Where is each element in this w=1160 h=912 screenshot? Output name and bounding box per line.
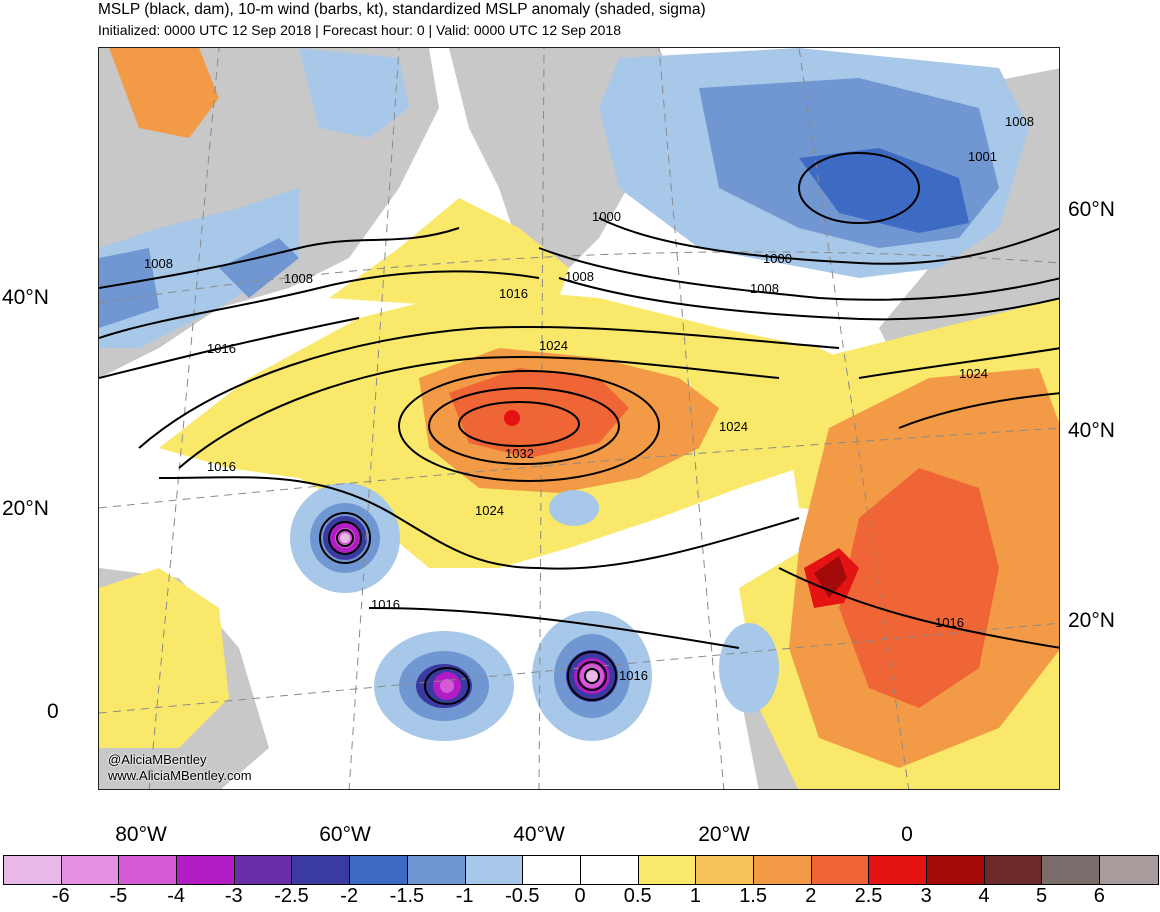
lon-label-0: 0 xyxy=(901,823,913,846)
colorbar-swatch xyxy=(696,856,754,884)
lon-label-40w: 40°W xyxy=(513,823,565,846)
lon-label-20w: 20°W xyxy=(698,823,750,846)
map-title: MSLP (black, dam), 10-m wind (barbs, kt)… xyxy=(98,1,706,18)
colorbar-tick-label: 2 xyxy=(805,885,817,907)
svg-text:1016: 1016 xyxy=(499,286,528,301)
svg-text:1008: 1008 xyxy=(1005,114,1034,129)
map-subtitle: Initialized: 0000 UTC 12 Sep 2018 | Fore… xyxy=(98,22,621,38)
colorbar-swatch xyxy=(638,856,697,884)
anomaly-colorbar xyxy=(3,855,1159,885)
colorbar-swatch xyxy=(984,856,1043,884)
svg-text:1024: 1024 xyxy=(959,366,988,381)
contour-labels: 1008 1008 1016 1016 1016 1024 1032 1024 … xyxy=(144,114,1034,683)
colorbar-tick-label: -6 xyxy=(51,885,70,907)
svg-text:1008: 1008 xyxy=(144,256,173,271)
msl-anomaly-shading xyxy=(99,48,1059,789)
colorbar-tick-label: 0.5 xyxy=(623,885,652,907)
credit-handle: @AliciaMBentley xyxy=(108,752,207,767)
colorbar-swatch xyxy=(234,856,293,884)
svg-text:1024: 1024 xyxy=(719,419,748,434)
svg-text:1008: 1008 xyxy=(284,271,313,286)
colorbar-tick-label: -1.5 xyxy=(389,885,425,907)
colorbar-swatch xyxy=(292,856,351,884)
colorbar-swatch xyxy=(119,856,178,884)
lon-label-60w: 60°W xyxy=(319,823,371,846)
colorbar-swatch xyxy=(869,856,927,884)
colorbar-tick-label: -0.5 xyxy=(505,885,540,907)
svg-text:1000: 1000 xyxy=(592,209,621,224)
colorbar-tick-label: 3 xyxy=(920,885,932,907)
colorbar-tick-label: 5 xyxy=(1036,885,1048,907)
colorbar-tick-label: 1.5 xyxy=(739,885,767,907)
colorbar-tick-label: -1 xyxy=(455,885,474,907)
colorbar-tick-label: -4 xyxy=(167,885,185,907)
svg-text:1016: 1016 xyxy=(371,597,400,612)
colorbar-tick-label: 2.5 xyxy=(854,885,883,907)
colorbar-swatch xyxy=(61,856,120,884)
lat-label-left-20n: 20°N xyxy=(2,497,49,520)
svg-text:1024: 1024 xyxy=(539,338,568,353)
lat-label-right-40n: 40°N xyxy=(1068,419,1115,442)
svg-text:1001: 1001 xyxy=(968,149,997,164)
svg-text:1008: 1008 xyxy=(565,269,594,284)
colorbar-swatch xyxy=(1042,856,1101,884)
svg-text:1016: 1016 xyxy=(207,459,236,474)
lat-label-left-0: 0 xyxy=(47,700,59,723)
colorbar-tick-label: -5 xyxy=(109,885,128,907)
colorbar-tick-label: 0 xyxy=(574,885,586,907)
colorbar-swatch xyxy=(465,856,524,884)
colorbar-swatch xyxy=(753,856,812,884)
svg-text:1008: 1008 xyxy=(750,281,779,296)
colorbar-tick-label: 6 xyxy=(1093,885,1105,907)
colorbar-swatch xyxy=(580,856,639,884)
colorbar-swatch xyxy=(407,856,466,884)
colorbar-swatch xyxy=(4,856,62,884)
mslp-contours xyxy=(99,152,1059,705)
colorbar-swatch xyxy=(927,856,985,884)
colorbar-tick-label: 1 xyxy=(689,885,701,907)
colorbar-swatch xyxy=(811,856,870,884)
svg-text:1016: 1016 xyxy=(935,615,964,630)
credit-website[interactable]: www.AliciaMBentley.com xyxy=(108,768,252,783)
lon-label-80w: 80°W xyxy=(115,823,167,846)
map-panel[interactable]: 1008 1008 1016 1016 1016 1024 1032 1024 … xyxy=(98,47,1060,790)
graticule xyxy=(99,48,1059,789)
svg-text:1016: 1016 xyxy=(619,668,648,683)
lat-label-right-60n: 60°N xyxy=(1068,198,1115,221)
colorbar-tick-label: 4 xyxy=(978,885,990,907)
colorbar-tick-label: -2.5 xyxy=(274,885,309,907)
author-credit: @AliciaMBentley www.AliciaMBentley.com xyxy=(108,752,252,784)
colorbar-tick-label: -2 xyxy=(340,885,359,907)
lat-label-left-40n: 40°N xyxy=(2,286,49,309)
map-canvas: 1008 1008 1016 1016 1016 1024 1032 1024 … xyxy=(99,48,1059,789)
svg-text:1000: 1000 xyxy=(763,251,792,266)
svg-text:1032: 1032 xyxy=(505,446,534,461)
colorbar-swatch xyxy=(1100,856,1158,884)
lat-label-right-20n: 20°N xyxy=(1068,609,1115,632)
colorbar-swatch xyxy=(177,856,235,884)
colorbar-swatch xyxy=(523,856,581,884)
colorbar-tick-label: -3 xyxy=(224,885,243,907)
svg-text:1016: 1016 xyxy=(207,341,236,356)
svg-text:1024: 1024 xyxy=(475,503,504,518)
colorbar-swatch xyxy=(350,856,408,884)
